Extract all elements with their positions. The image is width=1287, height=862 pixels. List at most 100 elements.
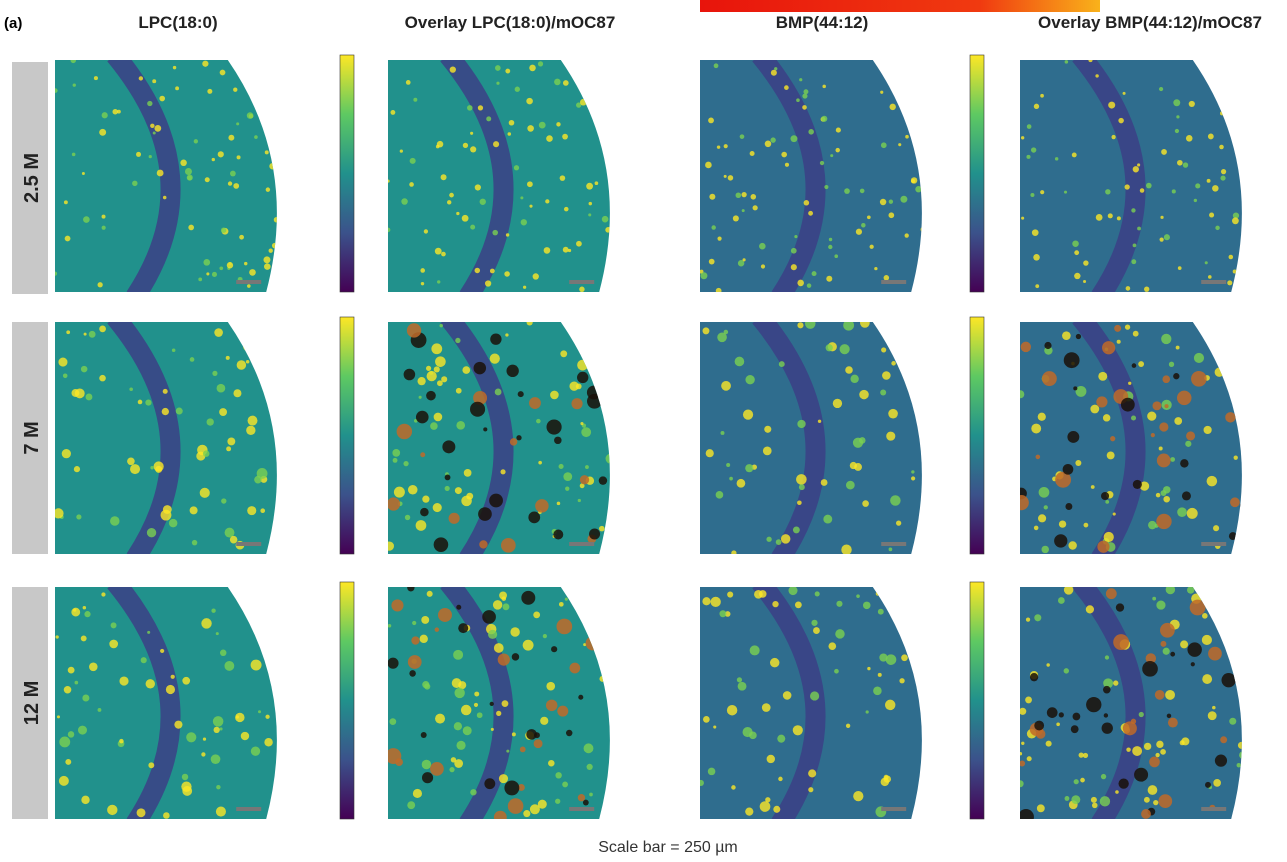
signal-spot: [935, 236, 940, 241]
signal-spot: [246, 426, 255, 435]
plaque-spot: [1106, 588, 1117, 599]
signal-spot: [533, 611, 540, 618]
signal-spot: [1239, 751, 1247, 759]
signal-spot: [797, 322, 803, 328]
signal-spot: [190, 357, 195, 362]
signal-spot: [66, 330, 70, 334]
plaque-spot: [1132, 363, 1137, 368]
signal-spot: [793, 526, 800, 533]
signal-spot: [281, 737, 290, 746]
signal-spot: [264, 112, 268, 116]
signal-spot: [803, 89, 808, 94]
signal-spot: [620, 212, 625, 217]
signal-spot: [212, 272, 217, 277]
plaque-spot: [1036, 455, 1041, 460]
signal-spot: [1026, 155, 1030, 159]
plaque-spot: [1167, 714, 1172, 719]
signal-spot: [1039, 487, 1050, 498]
signal-spot: [1220, 111, 1224, 115]
signal-spot: [1233, 119, 1239, 125]
signal-spot: [846, 724, 850, 728]
signal-spot: [163, 812, 170, 819]
signal-spot: [275, 518, 286, 529]
figure: (a) LPC(18:0) Overlay LPC(18:0)/mOC87 BM…: [0, 0, 1287, 862]
plaque-spot: [578, 695, 583, 700]
signal-spot: [785, 163, 789, 167]
signal-spot: [434, 366, 440, 372]
signal-spot: [698, 780, 704, 786]
signal-spot: [716, 491, 724, 499]
plaque-spot: [535, 499, 548, 512]
signal-spot: [896, 623, 900, 627]
signal-spot: [901, 654, 908, 661]
signal-spot: [426, 366, 431, 371]
signal-spot: [621, 737, 629, 745]
signal-spot: [505, 69, 510, 74]
signal-spot: [413, 789, 422, 798]
signal-spot: [243, 341, 253, 351]
column-title: BMP(44:12): [776, 13, 869, 32]
plaque-spot: [1250, 809, 1256, 815]
plaque-spot: [1019, 761, 1025, 767]
row-header: 2.5 M: [12, 62, 48, 294]
plaque-spot: [512, 653, 519, 660]
plaque-spot: [1162, 375, 1170, 383]
signal-spot: [187, 175, 193, 181]
plaque-spot: [1134, 768, 1148, 782]
signal-spot: [99, 129, 106, 136]
signal-spot: [173, 66, 176, 69]
signal-spot: [264, 263, 271, 270]
signal-spot: [554, 79, 561, 86]
plaque-spot: [1170, 652, 1175, 657]
signal-spot: [1100, 796, 1110, 806]
signal-spot: [228, 181, 232, 185]
signal-spot: [1187, 586, 1194, 593]
signal-spot: [1064, 191, 1067, 194]
signal-spot: [455, 487, 462, 494]
signal-spot: [1213, 525, 1219, 531]
signal-spot: [130, 464, 140, 474]
image-panel: [385, 582, 628, 824]
signal-spot: [565, 487, 569, 491]
signal-spot: [1133, 244, 1137, 248]
plaque-spot: [580, 348, 590, 358]
image-panel: [1017, 582, 1260, 825]
signal-spot: [1212, 185, 1219, 192]
signal-spot: [422, 496, 429, 503]
signal-spot: [435, 248, 442, 255]
signal-spot: [863, 602, 871, 610]
signal-spot: [470, 225, 475, 230]
signal-spot: [763, 447, 772, 456]
plaque-spot: [601, 603, 614, 616]
plaque-spot: [416, 411, 429, 424]
signal-spot: [835, 629, 844, 638]
signal-spot: [386, 179, 389, 182]
signal-spot: [880, 389, 886, 395]
signal-spot: [622, 105, 626, 109]
signal-spot: [1033, 254, 1040, 261]
signal-spot: [740, 134, 745, 139]
signal-spot: [235, 713, 244, 722]
signal-spot: [709, 259, 715, 265]
signal-spot: [577, 360, 588, 371]
signal-spot: [272, 584, 283, 595]
signal-spot: [1068, 541, 1076, 549]
signal-spot: [927, 336, 936, 345]
signal-spot: [502, 700, 509, 707]
signal-spot: [1017, 780, 1024, 787]
plaque-spot: [586, 636, 600, 650]
signal-spot: [538, 461, 542, 465]
signal-spot: [882, 371, 891, 380]
row-header: 12 M: [12, 587, 48, 819]
plaque-spot: [1076, 334, 1081, 339]
signal-spot: [392, 449, 400, 457]
signal-spot: [764, 426, 771, 433]
signal-spot: [1174, 417, 1182, 425]
plaque-spot: [1110, 436, 1115, 441]
signal-spot: [282, 333, 286, 337]
colorbar: [970, 317, 984, 554]
row-header: 7 M: [12, 322, 48, 554]
signal-spot: [1215, 226, 1219, 230]
signal-spot: [136, 152, 141, 157]
signal-spot: [64, 686, 72, 694]
